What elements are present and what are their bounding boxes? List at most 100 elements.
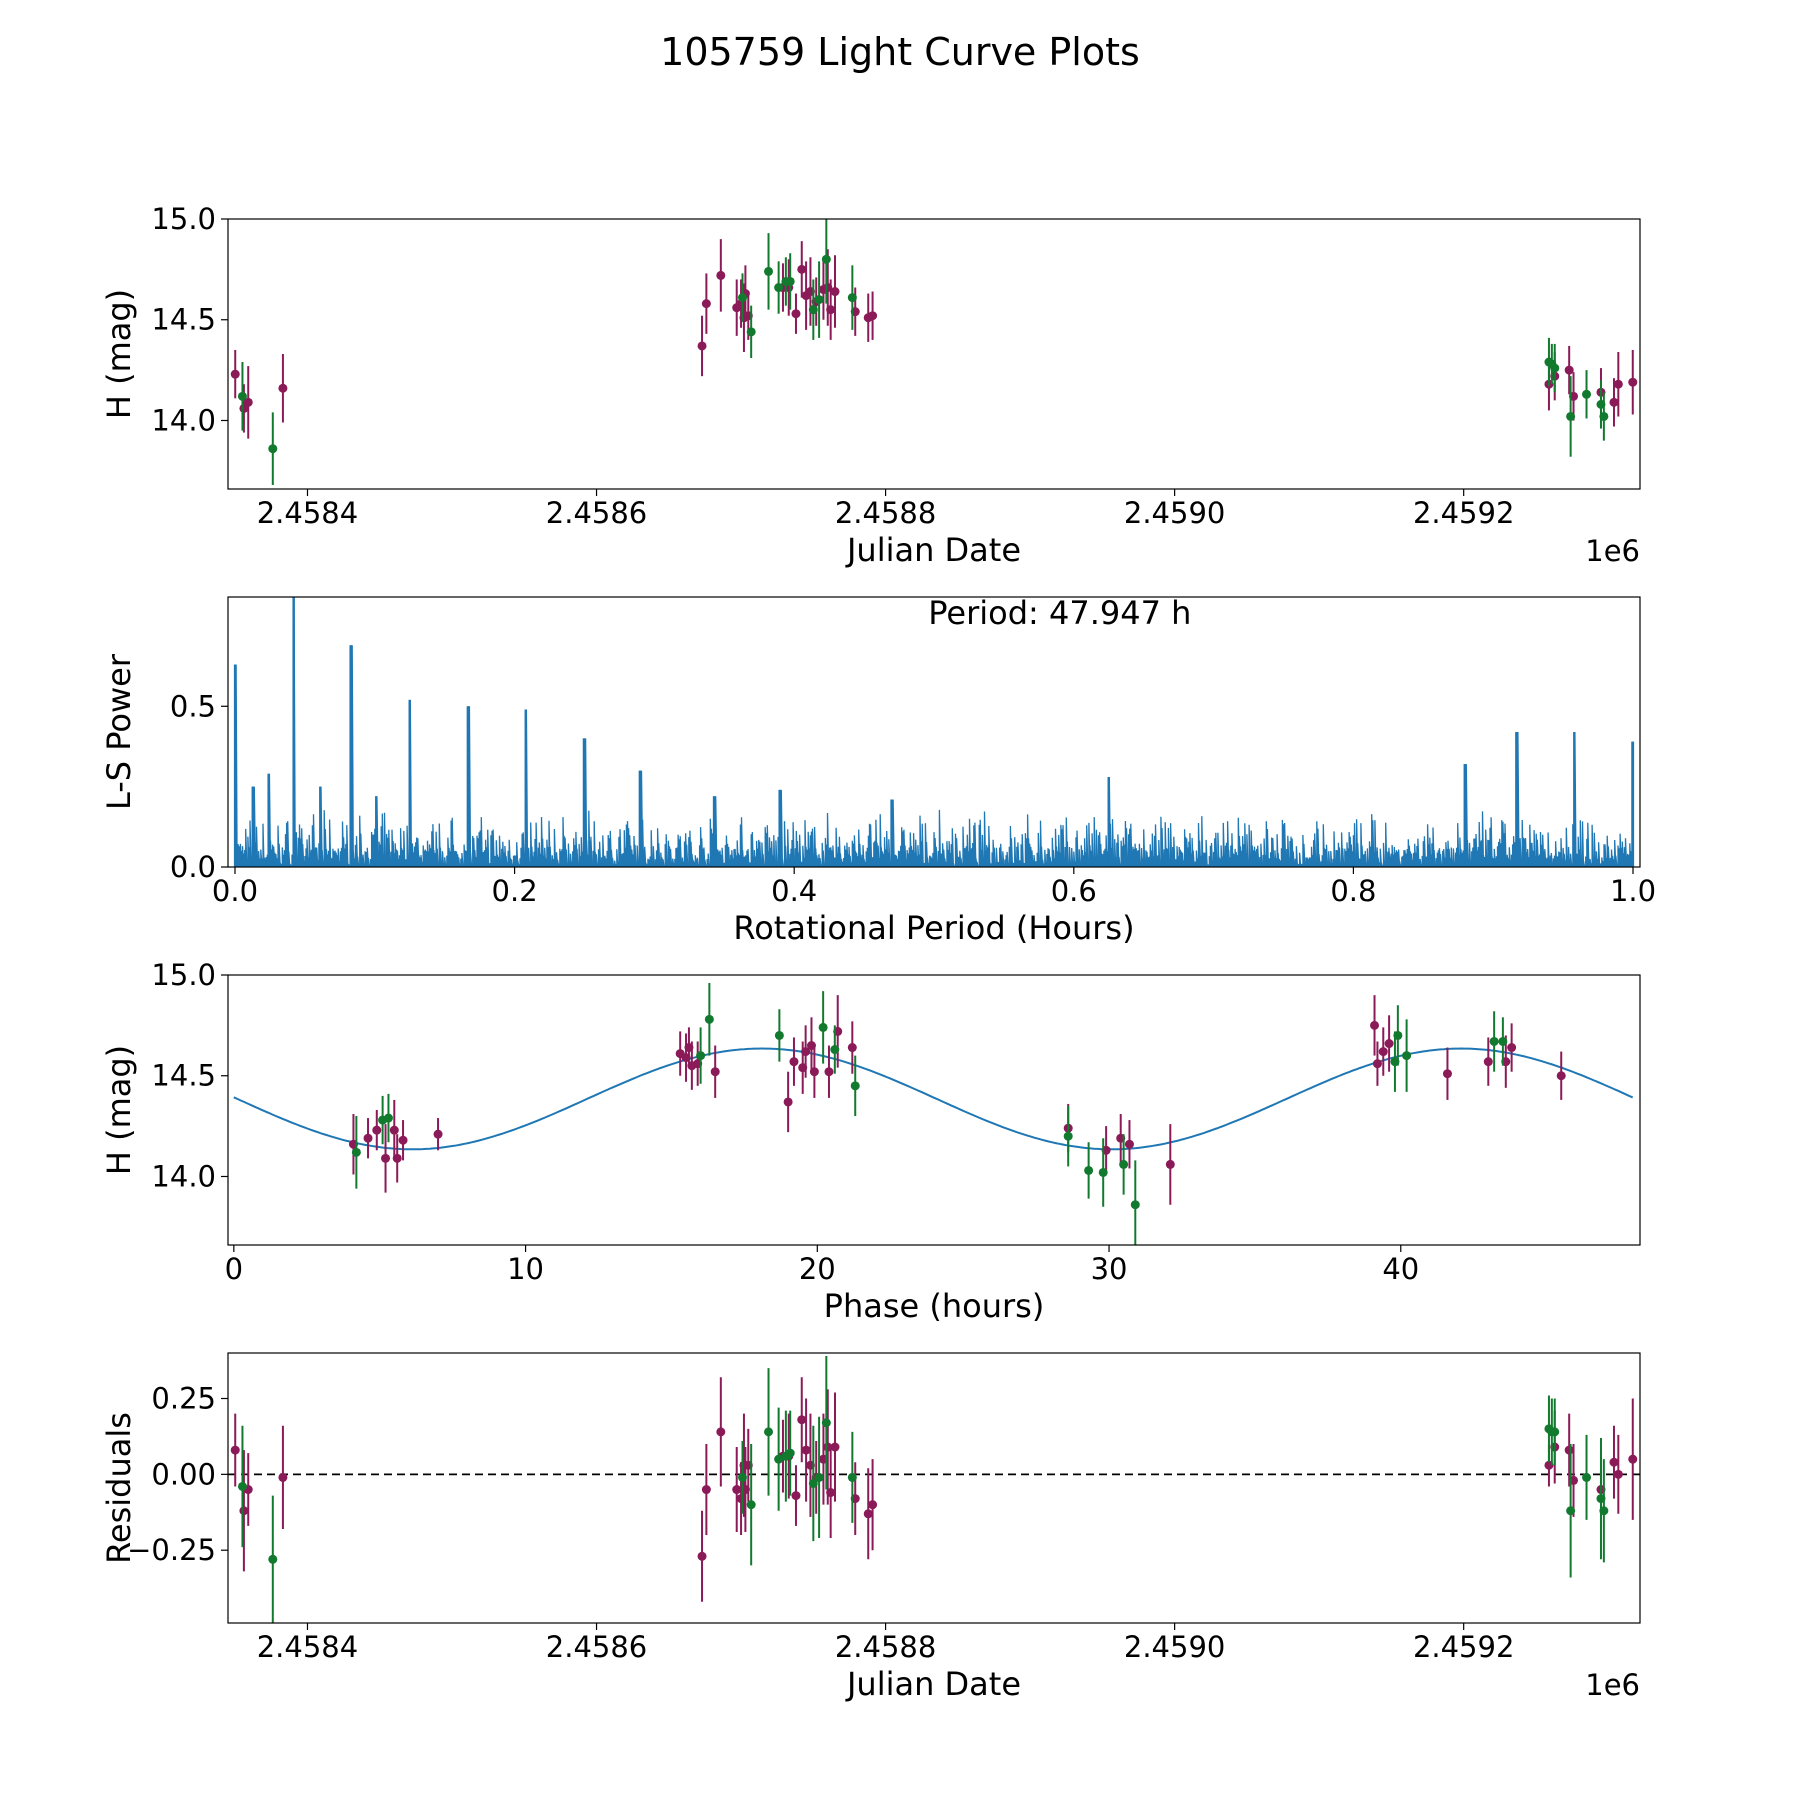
data-point	[1599, 411, 1609, 421]
data-point	[716, 1427, 726, 1437]
data-point	[351, 1147, 361, 1157]
x-tick-label: 2.4588	[835, 1630, 936, 1664]
data-point	[847, 1043, 857, 1053]
data-point	[801, 1445, 811, 1455]
data-point	[797, 1415, 807, 1425]
data-point	[1378, 1047, 1388, 1057]
data-point	[791, 1491, 801, 1501]
data-point	[746, 1500, 756, 1510]
x-tick-label: 0.6	[1051, 874, 1097, 908]
y-tick-label: 14.5	[151, 303, 216, 337]
data-point	[1384, 1039, 1394, 1049]
data-point	[704, 1014, 714, 1024]
data-point	[738, 293, 748, 303]
data-point	[278, 1472, 288, 1482]
light-curve-panel: 2.4584 2.4586 2.4588 2.4590 2.4592 14.0 14.5 15…	[100, 202, 1641, 569]
axes-frame	[227, 974, 1641, 1246]
y-axis-label: L-S Power	[100, 653, 138, 810]
data-point	[1372, 1059, 1382, 1069]
period-annotation: Period: 47.947 h	[928, 594, 1191, 632]
data-point	[783, 1097, 793, 1107]
data-point	[738, 1472, 748, 1482]
data-point	[1124, 1139, 1134, 1149]
x-tick-label: 0	[225, 1252, 243, 1286]
data-point	[1564, 365, 1574, 375]
data-point	[868, 1500, 878, 1510]
data-point	[1498, 1036, 1508, 1046]
data-point	[789, 1057, 799, 1067]
data-point	[1507, 1043, 1517, 1053]
data-point	[372, 1125, 382, 1135]
x-tick-label: 2.4590	[1124, 496, 1225, 530]
x-tick-label: 0.4	[771, 874, 817, 908]
data-point	[268, 444, 278, 454]
x-tick-label: 2.4592	[1413, 496, 1514, 530]
x-tick-label: 2.4584	[257, 496, 358, 530]
data-point	[1130, 1200, 1140, 1210]
data-point	[230, 369, 240, 379]
data-point	[433, 1129, 443, 1139]
data-point	[814, 1472, 824, 1482]
residuals-panel: 2.4584 2.4586 2.4588 2.4590 2.4592 −0.25 0.00 0…	[100, 1352, 1641, 1703]
axes-frame	[227, 596, 1641, 868]
data-point	[830, 1045, 840, 1055]
data-point	[746, 327, 756, 337]
x-tick-label: 20	[799, 1252, 836, 1286]
x-tick-label: 2.4586	[546, 496, 647, 530]
x-tick-label: 30	[1091, 1252, 1128, 1286]
y-axis-label: Residuals	[100, 1412, 138, 1564]
data-point	[847, 1472, 857, 1482]
x-tick-label: 1.0	[1610, 874, 1656, 908]
data-point	[1613, 379, 1623, 389]
x-axis-label: Rotational Period (Hours)	[733, 909, 1134, 947]
y-axis-label: H (mag)	[100, 289, 138, 419]
data-point	[237, 1481, 247, 1491]
data-point	[701, 299, 711, 309]
y-tick-label: 14.0	[151, 403, 216, 437]
plot-area	[228, 1356, 1640, 1623]
data-point	[1564, 1445, 1574, 1455]
data-point	[710, 1067, 720, 1077]
data-point	[774, 283, 784, 293]
data-point	[697, 341, 707, 351]
y-tick-label: 0.5	[170, 689, 216, 723]
x-offset-label: 1e6	[1585, 1668, 1640, 1702]
data-point	[818, 1022, 828, 1032]
plot-area	[233, 597, 1635, 867]
data-point	[821, 254, 831, 264]
data-point	[1609, 397, 1619, 407]
x-tick-label: 2.4586	[546, 1630, 647, 1664]
data-point	[1566, 411, 1576, 421]
data-point	[237, 391, 247, 401]
periodogram-panel: 0.0 0.2 0.4 0.6 0.8 1.0 0.0 0.5 Rotational Perio…	[100, 594, 1656, 947]
phased-curve-panel: 0 10 20 30 40 14.0 14.5 15.0 Phase (hours) H (mag…	[100, 958, 1641, 1325]
data-point	[383, 1113, 393, 1123]
data-point	[1165, 1159, 1175, 1169]
data-point	[785, 276, 795, 286]
x-tick-label: 40	[1382, 1252, 1419, 1286]
axes-frame	[227, 218, 1641, 490]
y-tick-label: 0.00	[151, 1457, 216, 1491]
data-point	[701, 1485, 711, 1495]
data-point	[809, 1067, 819, 1077]
data-point	[830, 287, 840, 297]
data-point	[785, 1448, 795, 1458]
y-tick-label: 15.0	[151, 202, 216, 236]
data-point	[1119, 1159, 1129, 1169]
data-point	[774, 1030, 784, 1040]
data-point	[801, 1047, 811, 1057]
y-tick-label: 14.0	[151, 1159, 216, 1193]
data-point	[389, 1125, 399, 1135]
data-point	[1550, 1427, 1560, 1437]
data-point	[774, 1454, 784, 1464]
x-axis-label: Julian Date	[845, 1665, 1021, 1703]
y-axis-label: H (mag)	[100, 1045, 138, 1175]
data-point	[716, 270, 726, 280]
data-point	[1098, 1167, 1108, 1177]
data-point	[392, 1153, 402, 1163]
data-point	[1556, 1071, 1566, 1081]
data-point	[1402, 1051, 1412, 1061]
data-point	[1566, 1506, 1576, 1516]
y-tick-label: 15.0	[151, 958, 216, 992]
